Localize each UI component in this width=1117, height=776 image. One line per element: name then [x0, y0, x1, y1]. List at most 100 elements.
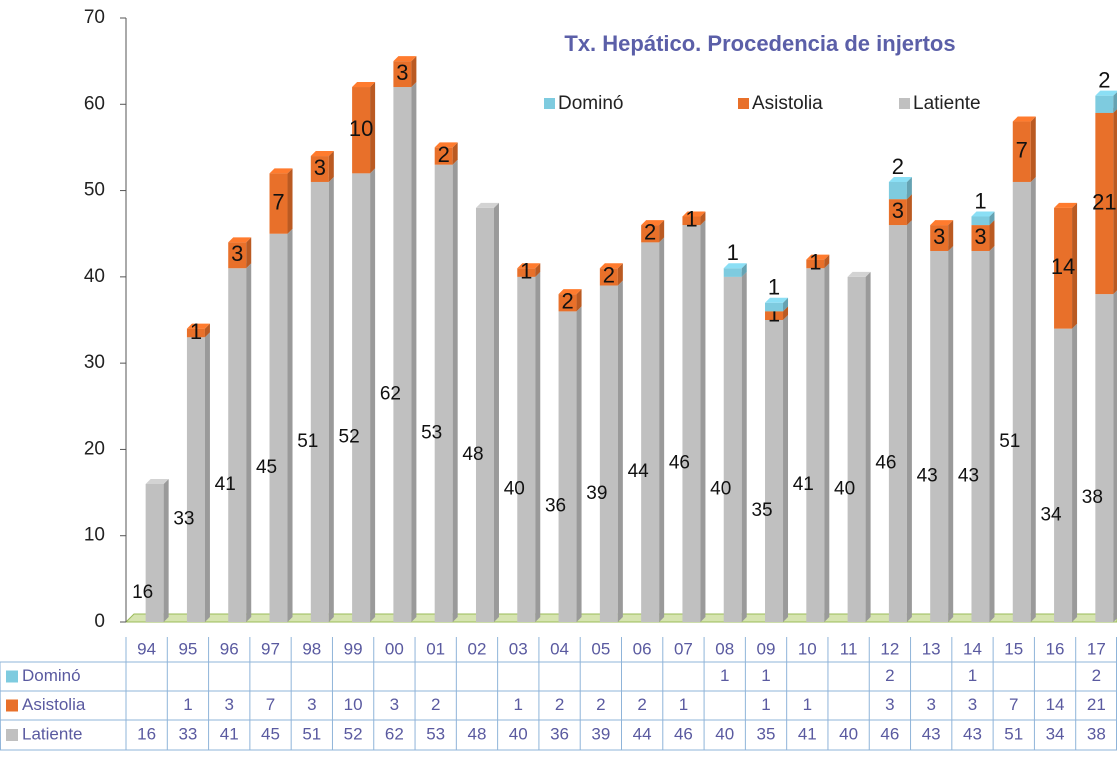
table-cell: 1: [720, 666, 729, 685]
y-tick-label: 0: [94, 611, 105, 632]
bar-side: [783, 297, 789, 312]
bar-top: [517, 263, 541, 269]
bar-side: [741, 271, 747, 622]
bar-side: [328, 176, 334, 622]
table-cell: 21: [1087, 695, 1106, 714]
table-swatch: [6, 729, 18, 741]
table-cell: 39: [591, 724, 610, 743]
y-tick-label: 50: [84, 180, 105, 201]
table-row-label: Dominó: [22, 666, 81, 685]
x-tick-label: 11: [840, 639, 858, 658]
bar-top: [806, 254, 830, 260]
data-label: 33: [173, 509, 194, 530]
x-tick-label: 02: [468, 639, 487, 658]
bar-segment: [269, 233, 288, 622]
table-cell: 43: [922, 724, 941, 743]
data-label: 1: [809, 250, 821, 275]
bar-segment: [310, 156, 329, 182]
bar-side: [411, 82, 417, 623]
data-label: 62: [380, 384, 401, 405]
data-label: 1: [685, 207, 697, 232]
data-label: 1: [727, 240, 739, 265]
bar-top: [1054, 202, 1078, 208]
table-cell: 33: [178, 724, 197, 743]
table-row-label: Latiente: [22, 724, 83, 743]
bar-segment: [186, 328, 205, 338]
bar-segment: [641, 242, 660, 623]
table-cell: 3: [968, 695, 977, 714]
bar-side: [328, 151, 334, 182]
x-tick-label: 10: [798, 639, 817, 658]
bar-side: [576, 289, 582, 312]
bar-side: [700, 211, 706, 226]
y-tick-label: 30: [84, 352, 105, 373]
data-label: 2: [561, 289, 573, 314]
bar-segment: [806, 259, 825, 269]
bar-segment: [599, 268, 618, 286]
legend-swatch: [544, 98, 555, 109]
data-label: 2: [438, 142, 450, 167]
bar-side: [411, 56, 417, 88]
bar-top: [599, 263, 623, 269]
bar-top: [723, 263, 747, 269]
x-tick-label: 13: [922, 639, 941, 658]
x-tick-label: 07: [674, 639, 693, 658]
bar-segment: [930, 225, 949, 251]
table-cell: 2: [637, 695, 646, 714]
bar-segment: [806, 268, 825, 622]
data-label: 1: [520, 258, 532, 283]
table-cell: 53: [426, 724, 445, 743]
table-cell: 48: [468, 724, 487, 743]
x-tick-label: 96: [220, 639, 239, 658]
table-cell: 38: [1087, 724, 1106, 743]
table-cell: 2: [885, 666, 894, 685]
bar-segment: [1012, 121, 1031, 182]
x-tick-label: 99: [344, 639, 363, 658]
data-label: 41: [215, 474, 236, 495]
x-tick-label: 17: [1087, 639, 1106, 658]
table-cell: 51: [302, 724, 321, 743]
table-cell: 40: [839, 724, 858, 743]
y-tick-label: 60: [84, 93, 105, 114]
bar-side: [948, 245, 954, 622]
x-tick-label: 09: [757, 639, 776, 658]
bar-side: [1113, 290, 1117, 622]
bar-segment: [1095, 112, 1114, 295]
data-label: 40: [834, 478, 855, 499]
table-swatch: [6, 699, 18, 712]
table-cell: 1: [761, 695, 770, 714]
data-label: 21: [1092, 189, 1116, 214]
data-label: 46: [875, 453, 896, 474]
x-tick-label: 14: [963, 639, 982, 658]
table-row-label: Asistolia: [22, 695, 86, 714]
bar-side: [1113, 109, 1117, 295]
bar-side: [906, 220, 912, 623]
table-cell: 34: [1046, 724, 1065, 743]
bar-top: [475, 202, 499, 208]
data-label: 16: [132, 582, 153, 603]
bar-segment: [971, 216, 990, 226]
data-label: 51: [297, 431, 318, 452]
data-label: 40: [710, 478, 731, 499]
bar-side: [204, 332, 210, 622]
bar-side: [617, 280, 623, 622]
bar-side: [535, 263, 541, 277]
bar-segment: [682, 216, 701, 226]
data-label: 2: [1098, 67, 1110, 92]
data-label: 39: [586, 483, 607, 504]
data-label: 1: [190, 319, 202, 344]
bar-side: [865, 271, 871, 622]
table-cell: 46: [674, 724, 693, 743]
table-cell: 40: [509, 724, 528, 743]
bar-top: [352, 82, 376, 88]
bar-side: [493, 202, 499, 623]
data-label: 14: [1051, 254, 1075, 279]
bar-top: [558, 289, 582, 295]
bar-segment: [847, 276, 866, 622]
y-tick-label: 20: [84, 438, 105, 459]
bar-top: [1095, 90, 1117, 96]
bar-side: [906, 176, 912, 200]
table-cell: 16: [137, 724, 156, 743]
bar-side: [535, 271, 541, 622]
table-cell: 7: [266, 695, 275, 714]
